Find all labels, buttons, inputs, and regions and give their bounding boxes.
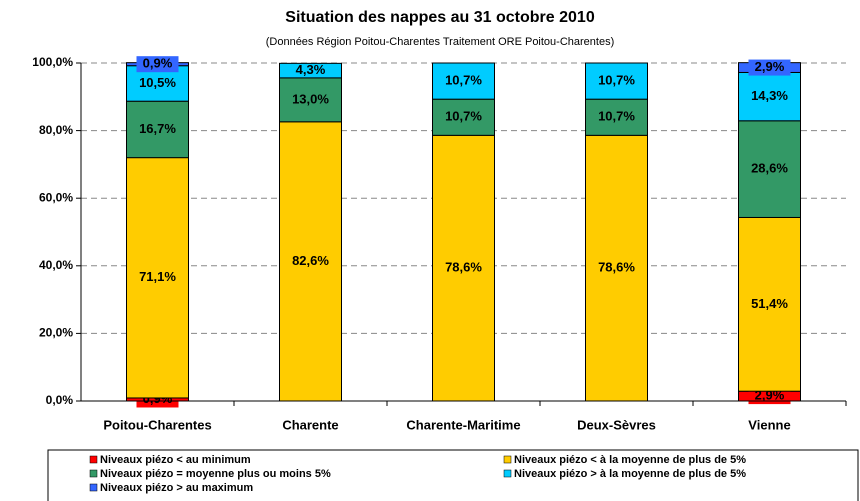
x-tick-label: Charente bbox=[282, 417, 338, 432]
bar-segment bbox=[279, 62, 342, 79]
data-label: 2,9% bbox=[755, 59, 785, 74]
chart-title: Situation des nappes au 31 octobre 2010 bbox=[285, 9, 595, 26]
bar-segment bbox=[585, 62, 648, 100]
bar-segment bbox=[585, 134, 648, 402]
bar-segment bbox=[432, 134, 495, 402]
bar-segment bbox=[585, 98, 648, 136]
legend-marker bbox=[89, 483, 98, 492]
data-label: 4,3% bbox=[296, 62, 326, 77]
y-tick-label: 80,0% bbox=[39, 123, 73, 137]
legend-label: Niveaux piézo > à la moyenne de plus de … bbox=[514, 468, 746, 480]
data-label: 14,3% bbox=[751, 88, 788, 103]
legend-marker bbox=[503, 469, 512, 478]
y-tick-label: 20,0% bbox=[39, 326, 73, 340]
x-tick-label: Deux-Sèvres bbox=[577, 417, 656, 432]
bar-segment bbox=[738, 216, 801, 392]
legend-label: Niveaux piézo < à la moyenne de plus de … bbox=[514, 454, 746, 466]
legend-marker bbox=[503, 455, 512, 464]
legend-label: Niveaux piézo = moyenne plus ou moins 5% bbox=[100, 468, 331, 480]
data-label: 78,6% bbox=[445, 260, 482, 275]
legend-marker bbox=[89, 469, 98, 478]
data-label: 10,7% bbox=[445, 73, 482, 88]
data-label: 82,6% bbox=[292, 253, 329, 268]
bar-segment bbox=[279, 77, 342, 123]
y-tick-label: 100,0% bbox=[32, 55, 73, 69]
label-box bbox=[748, 388, 791, 405]
data-label: 10,5% bbox=[139, 75, 176, 90]
data-label: 51,4% bbox=[751, 296, 788, 311]
chart-subtitle: (Données Région Poitou-Charentes Traitem… bbox=[266, 36, 615, 48]
data-label: 10,7% bbox=[598, 73, 635, 88]
legend-label: Niveaux piézo < au minimum bbox=[100, 454, 251, 466]
label-box bbox=[136, 56, 179, 73]
y-tick-label: 40,0% bbox=[39, 258, 73, 272]
data-label: 78,6% bbox=[598, 260, 635, 275]
y-tick-label: 60,0% bbox=[39, 190, 73, 204]
x-tick-label: Vienne bbox=[748, 417, 790, 432]
data-label: 10,7% bbox=[445, 109, 482, 124]
data-label: 10,7% bbox=[598, 109, 635, 124]
y-tick-label: 0,0% bbox=[46, 393, 74, 407]
legend-marker bbox=[89, 455, 98, 464]
x-tick-label: Poitou-Charentes bbox=[103, 417, 211, 432]
data-label: 0,9% bbox=[143, 56, 173, 71]
bar-segment bbox=[279, 121, 342, 402]
data-label: 13,0% bbox=[292, 91, 329, 106]
bar-segment bbox=[432, 98, 495, 136]
bar-segment bbox=[432, 62, 495, 100]
data-label: 16,7% bbox=[139, 121, 176, 136]
legend-box bbox=[47, 449, 859, 501]
legend-label: Niveaux piézo > au maximum bbox=[100, 482, 253, 494]
data-label: 28,6% bbox=[751, 161, 788, 176]
bar-segment bbox=[738, 71, 801, 122]
x-tick-label: Charente-Maritime bbox=[406, 417, 520, 432]
label-box bbox=[748, 59, 791, 76]
bar-segment bbox=[738, 120, 801, 218]
data-label: 71,1% bbox=[139, 269, 176, 284]
